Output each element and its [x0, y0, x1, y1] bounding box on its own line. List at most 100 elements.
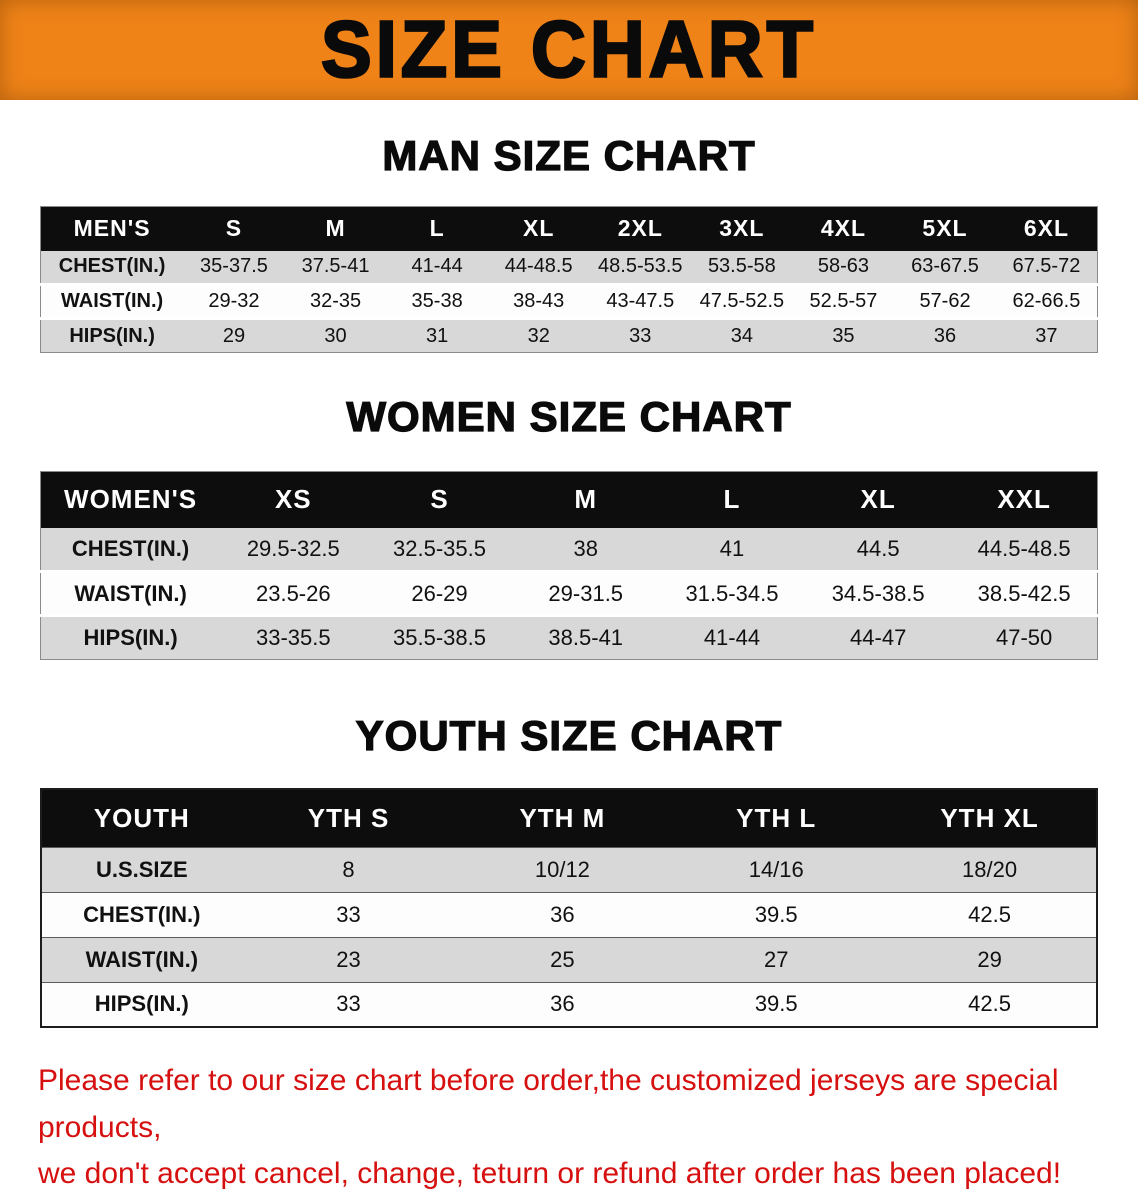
size-column-header: 6XL — [995, 206, 1098, 251]
size-value-cell: 34 — [691, 318, 793, 353]
size-column-header: 3XL — [691, 206, 793, 251]
row-label: WAIST(IN.) — [41, 936, 242, 982]
table-row: HIPS(IN.) 33-35.5 35.5-38.5 38.5-41 41-44 44-… — [40, 615, 1098, 660]
size-value-cell: 42.5 — [883, 891, 1097, 937]
size-value-cell: 32.5-35.5 — [366, 527, 513, 573]
size-column-header: S — [366, 471, 513, 528]
size-value-cell: 32-35 — [284, 284, 387, 320]
table-corner-label: WOMEN'S — [40, 471, 221, 528]
size-value-cell: 26-29 — [366, 571, 513, 617]
size-column-header: M — [284, 206, 387, 251]
row-label: U.S.SIZE — [41, 846, 242, 892]
size-value-cell: 44-47 — [805, 615, 952, 660]
youth-size-table: YOUTH YTH S YTH M YTH L YTH XL U.S.SIZE 8 10/12… — [40, 788, 1098, 1028]
size-value-cell: 33 — [241, 891, 456, 937]
youth-size-section: YOUTH SIZE CHART YOUTH YTH S YTH M YTH L YTH… — [0, 711, 1138, 1028]
order-policy-note: Please refer to our size chart before or… — [0, 1058, 1138, 1198]
row-label: HIPS(IN.) — [40, 615, 221, 660]
size-value-cell: 44.5-48.5 — [951, 527, 1098, 573]
table-row: WAIST(IN.) 23.5-26 26-29 29-31.5 31.5-34.5 34… — [40, 571, 1098, 617]
size-column-header: M — [512, 471, 659, 528]
size-value-cell: 14/16 — [669, 846, 884, 892]
size-value-cell: 48.5-53.5 — [589, 250, 692, 286]
size-value-cell: 23 — [241, 936, 456, 982]
size-value-cell: 33 — [589, 318, 692, 353]
size-column-header: S — [183, 206, 285, 251]
section-title-youth: YOUTH SIZE CHART — [355, 711, 783, 759]
size-value-cell: 38-43 — [487, 284, 590, 320]
size-value-cell: 29-31.5 — [512, 571, 659, 617]
size-value-cell: 18/20 — [883, 846, 1097, 892]
size-column-header: XS — [220, 471, 367, 528]
row-label: WAIST(IN.) — [40, 284, 184, 320]
size-value-cell: 53.5-58 — [691, 250, 793, 286]
size-value-cell: 33 — [241, 981, 456, 1027]
size-value-cell: 35.5-38.5 — [366, 615, 513, 660]
size-value-cell: 47-50 — [951, 615, 1098, 660]
size-value-cell: 44.5 — [805, 527, 952, 573]
row-label: CHEST(IN.) — [41, 891, 242, 937]
size-column-header: XL — [805, 471, 952, 528]
size-value-cell: 57-62 — [894, 284, 996, 320]
banner: SIZE CHART — [0, 0, 1138, 100]
size-value-cell: 23.5-26 — [220, 571, 367, 617]
size-value-cell: 25 — [455, 936, 670, 982]
row-label: CHEST(IN.) — [40, 250, 184, 286]
section-title-women: WOMEN SIZE CHART — [346, 392, 792, 440]
size-column-header: YTH XL — [883, 789, 1097, 847]
size-value-cell: 29 — [183, 318, 285, 353]
size-value-cell: 38 — [512, 527, 659, 573]
row-label: HIPS(IN.) — [40, 318, 184, 353]
size-column-header: XL — [487, 206, 590, 251]
size-value-cell: 35-37.5 — [183, 250, 285, 286]
size-value-cell: 62-66.5 — [995, 284, 1098, 320]
size-value-cell: 29 — [883, 936, 1097, 982]
order-policy-line-2: we don't accept cancel, change, teturn o… — [38, 1157, 1062, 1190]
table-row: U.S.SIZE 8 10/12 14/16 18/20 — [41, 846, 1097, 892]
size-value-cell: 8 — [241, 846, 456, 892]
size-value-cell: 42.5 — [883, 981, 1097, 1027]
size-column-header: YTH S — [241, 789, 456, 847]
women-size-section: WOMEN SIZE CHART WOMEN'S XS S M L XL XXL CHEST(… — [0, 392, 1138, 660]
size-value-cell: 36 — [455, 891, 670, 937]
size-value-cell: 34.5-38.5 — [805, 571, 952, 617]
table-row: HIPS(IN.) 33 36 39.5 42.5 — [41, 981, 1097, 1027]
table-header-row: MEN'S S M L XL 2XL 3XL 4XL 5XL 6XL — [40, 206, 1098, 251]
size-column-header: YTH M — [455, 789, 670, 847]
row-label: CHEST(IN.) — [40, 527, 221, 573]
table-header-row: YOUTH YTH S YTH M YTH L YTH XL — [41, 789, 1097, 847]
row-label: WAIST(IN.) — [40, 571, 221, 617]
table-row: WAIST(IN.) 29-32 32-35 35-38 38-43 43-47.5 47.… — [40, 284, 1098, 320]
size-value-cell: 10/12 — [455, 846, 670, 892]
size-column-header: 2XL — [589, 206, 692, 251]
table-row: HIPS(IN.) 29 30 31 32 33 34 35 36 37 — [40, 318, 1098, 353]
table-row: CHEST(IN.) 29.5-32.5 32.5-35.5 38 41 44.5 44.5… — [40, 527, 1098, 573]
size-value-cell: 35 — [792, 318, 895, 353]
size-value-cell: 37.5-41 — [284, 250, 387, 286]
size-value-cell: 31 — [386, 318, 488, 353]
size-value-cell: 30 — [284, 318, 387, 353]
table-row: WAIST(IN.) 23 25 27 29 — [41, 936, 1097, 982]
size-value-cell: 36 — [894, 318, 996, 353]
size-value-cell: 44-48.5 — [487, 250, 590, 286]
table-row: CHEST(IN.) 33 36 39.5 42.5 — [41, 891, 1097, 937]
table-corner-label: YOUTH — [41, 789, 242, 847]
row-label: HIPS(IN.) — [41, 981, 242, 1027]
size-value-cell: 29-32 — [183, 284, 285, 320]
section-title-men: MAN SIZE CHART — [382, 131, 756, 179]
size-value-cell: 27 — [669, 936, 884, 982]
size-value-cell: 63-67.5 — [894, 250, 996, 286]
size-value-cell: 67.5-72 — [995, 250, 1098, 286]
size-value-cell: 38.5-42.5 — [951, 571, 1098, 617]
order-policy-line-1: Please refer to our size chart before or… — [38, 1064, 1059, 1144]
size-value-cell: 35-38 — [386, 284, 488, 320]
size-column-header: L — [386, 206, 488, 251]
size-value-cell: 58-63 — [792, 250, 895, 286]
table-corner-label: MEN'S — [40, 206, 184, 251]
men-size-table: MEN'S S M L XL 2XL 3XL 4XL 5XL 6XL CHEST(IN.) 35-37… — [40, 206, 1098, 353]
size-column-header: XXL — [951, 471, 1098, 528]
size-value-cell: 47.5-52.5 — [691, 284, 793, 320]
size-value-cell: 29.5-32.5 — [220, 527, 367, 573]
size-column-header: YTH L — [669, 789, 884, 847]
size-value-cell: 38.5-41 — [512, 615, 659, 660]
